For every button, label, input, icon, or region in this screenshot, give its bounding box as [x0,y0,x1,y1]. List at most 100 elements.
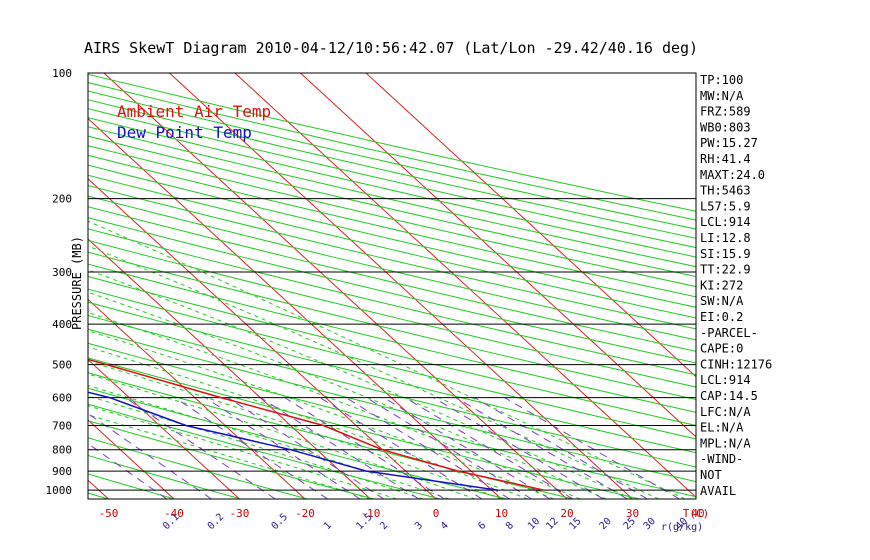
isotherm-line [88,117,502,499]
pressure-tick-label: 900 [52,465,72,478]
dry-adiabat [88,420,374,499]
index-entry: TT:22.9 [700,263,751,277]
mixing-ratio-line [404,397,574,499]
mixing-ratio-tick-label: 4 [439,520,451,532]
dry-adiabat [88,195,696,341]
mixing-ratio-line [125,397,276,499]
mixing-ratio-line [319,397,483,499]
dry-adiabat [88,437,308,499]
mixing-ratio-line [366,397,532,499]
mixing-ratio-line [174,397,328,499]
mixing-ratio-tick-label: 1 [322,520,334,532]
mixing-ratio-tick-label: 20 [598,516,614,532]
mixing-ratio-tick-label: 6 [476,520,488,532]
index-entry: EI:0.2 [700,310,743,324]
dry-adiabat [88,263,696,413]
bottom-temp-tick-label: 0 [433,507,440,520]
dry-adiabat [88,206,696,352]
index-entry: TP:100 [700,73,743,87]
moist-adiabat [88,245,659,499]
y-axis-label: PRESSURE (MB) [70,236,84,330]
mixing-ratio-tick-label: 3 [413,520,425,532]
dewpoint-temp-line [88,391,499,491]
bottom-temp-tick-label: 40 [691,507,704,520]
dry-adiabat [88,135,696,278]
mixing-ratio-line [227,397,385,499]
moist-adiabat [88,405,397,499]
dry-adiabat [88,314,696,468]
dry-adiabat [88,275,696,426]
index-entry: -PARCEL- [700,326,758,340]
index-entry: AVAIL [700,484,736,498]
moist-adiabat [88,291,607,499]
bottom-temp-tick-label: -50 [99,507,119,520]
index-entry: SI:15.9 [700,247,751,261]
dry-adiabat [88,403,441,499]
mixing-ratio-line [474,397,648,499]
legend-ambient: Ambient Air Temp [117,102,271,121]
moist-adiabat [88,346,528,499]
index-entry: CINH:12176 [700,357,772,371]
pressure-tick-label: 200 [52,193,72,206]
isotherm-line [300,73,696,438]
mixing-ratio-tick-label: 2 [378,520,390,532]
isotherm-line [169,73,633,499]
dry-adiabat [88,117,696,258]
isotherm-line [234,73,696,498]
isotherm-line [0,73,43,499]
dry-adiabat [88,184,696,330]
legend-dewpoint: Dew Point Temp [117,123,252,142]
moist-adiabat [88,311,581,499]
isotherm-line [88,419,175,499]
mixing-ratio-line [504,397,680,499]
mixing-ratio-line [345,397,510,499]
bottom-temp-tick-label: -40 [164,507,184,520]
background-lines [0,73,696,499]
isotherm-line [103,73,568,499]
index-entry: WB0:803 [700,120,751,134]
index-entry: CAP:14.5 [700,389,758,403]
index-entry: TH:5463 [700,184,751,198]
chart-title: AIRS SkewT Diagram 2010-04-12/10:56:42.0… [84,39,698,57]
isobars [88,72,696,491]
mixing-unit-label: r(g/kg) [661,522,703,533]
pressure-tick-label: 600 [52,392,72,405]
index-entry: MPL:N/A [700,436,751,450]
mixing-ratio-line [455,397,628,499]
pressure-tick-label: 300 [52,266,72,279]
pressure-tick-label: 400 [52,318,72,331]
index-entry: -WIND- [700,452,743,466]
index-entry: FRZ:589 [700,105,751,119]
dry-adiabat [88,154,696,298]
index-entry: PW:15.27 [700,136,758,150]
bottom-temp-tick-label: -30 [230,507,250,520]
dry-adiabat [88,217,696,364]
pressure-tick-label: 100 [52,67,72,80]
pressure-tick-label: 800 [52,444,72,457]
index-entry: EL:N/A [700,421,744,435]
index-entry: LFC:N/A [700,405,751,419]
bottom-temp-tick-label: 20 [560,507,573,520]
mixing-ratio-line [260,397,420,499]
bottom-temp-tick-label: -10 [361,507,381,520]
index-entry: RH:41.4 [700,152,751,166]
dry-adiabat [88,357,640,499]
temp-unit-label: T(C) [683,507,710,520]
mixing-ratio-tick-label: 30 [642,516,658,532]
mixing-ratio-line [205,397,361,499]
plot-frame [87,72,697,500]
index-entry: CAPE:0 [700,342,743,356]
moist-adiabat [88,373,476,499]
index-entry: NOT [700,468,722,482]
pressure-tick-label: 500 [52,359,72,372]
legend: Ambient Air Temp Dew Point Temp [117,102,271,142]
index-entry: KI:272 [700,278,743,292]
mixing-ratio-line [88,413,212,499]
dry-adiabat [88,228,696,376]
mixing-ratio-tick-label: 10 [526,516,542,532]
dry-adiabat [88,145,696,288]
pressure-tick-label: 1000 [46,484,73,497]
bottom-temp-tick-label: 30 [626,507,639,520]
mixing-ratio-line [88,443,168,499]
bottom-temp-tick-label: -20 [295,507,315,520]
